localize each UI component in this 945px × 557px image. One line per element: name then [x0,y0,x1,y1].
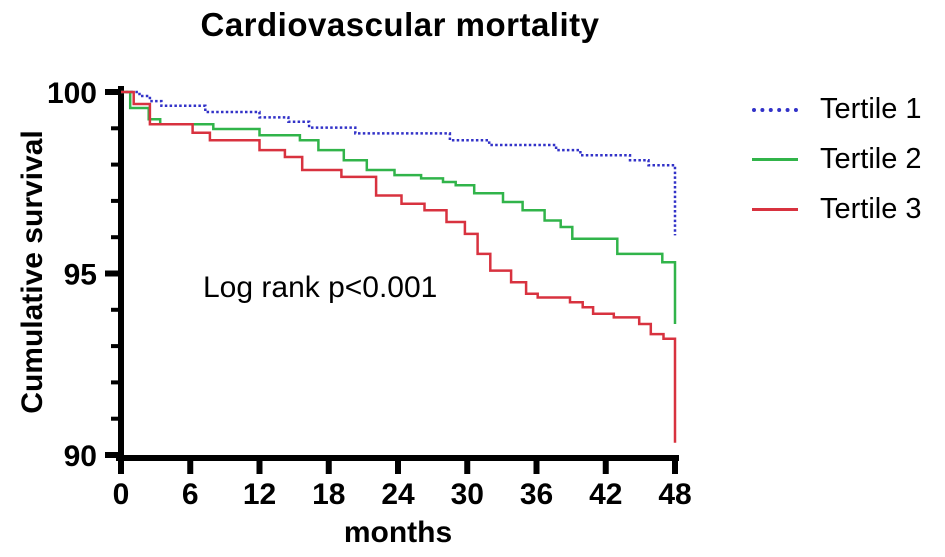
legend-label-tertile-1: Tertile 1 [820,93,922,125]
legend-item-tertile-1: Tertile 1 [752,94,922,125]
series-curve-tertile-1 [121,90,677,236]
x-axis-label: months [343,516,453,549]
series-curve-tertile-3 [121,90,677,443]
y-axis-label: Cumulative survival [16,130,49,414]
x-tick-label: 30 [451,478,484,511]
x-tick-label: 0 [113,478,130,511]
x-tick-label: 24 [381,478,415,511]
legend-item-tertile-2: Tertile 2 [752,144,922,175]
series-curve-tertile-2 [121,90,677,324]
x-tick-label: 36 [520,478,553,511]
chart-title: Cardiovascular mortality [200,6,600,43]
legend-label-tertile-2: Tertile 2 [820,143,922,175]
x-tick-label: 48 [658,478,691,511]
y-tick-label: 100 [47,77,97,110]
log-rank-annotation: Log rank p<0.001 [203,271,438,304]
legend: Tertile 1 Tertile 2 Tertile 3 [752,94,922,225]
x-tick-label: 12 [243,478,276,511]
legend-swatch-tertile-2-solid-line [752,158,798,161]
legend-swatch-tertile-3-solid-line [752,208,798,211]
y-tick-label: 95 [64,259,97,292]
x-tick-label: 18 [312,478,345,511]
legend-swatch-tertile-1-dotted-line [752,107,798,112]
legend-item-tertile-3: Tertile 3 [752,194,922,225]
y-tick-label: 90 [64,440,97,473]
x-tick-label: 6 [182,478,199,511]
legend-label-tertile-3: Tertile 3 [820,193,922,225]
x-tick-label: 42 [589,478,622,511]
